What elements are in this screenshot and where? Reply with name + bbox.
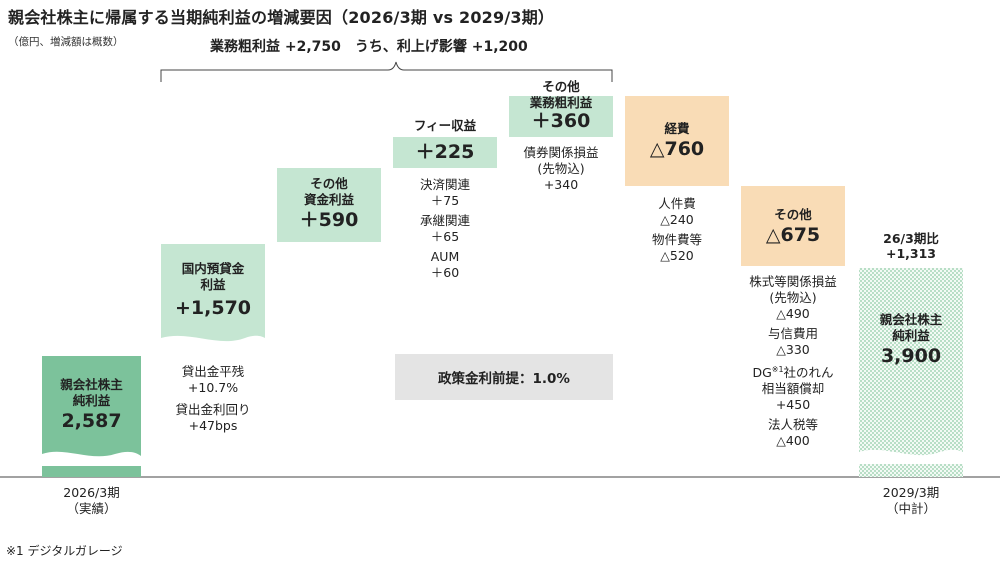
end-compare-1: 26/3期比 [883, 231, 939, 246]
bar-domestic [161, 244, 265, 354]
other-gross-sub-3: +340 [543, 177, 579, 192]
other-cost-sub-7: 相当額償却 [761, 381, 825, 397]
bar-other-interest [277, 168, 381, 242]
expenses-sub-2: △240 [660, 212, 694, 227]
axis-start-1: 2026/3期 [63, 485, 120, 500]
domestic-label-1: 国内預貸金 [181, 261, 245, 276]
bar-fee [393, 137, 497, 168]
domestic-sub-1: 貸出金平残 [181, 364, 245, 379]
bar-start-wave [42, 451, 141, 466]
other-interest-label-1: その他 [310, 176, 348, 191]
brace-label: 業務粗利益 +2,750 うち、利上げ影響 +1,200 [210, 39, 528, 55]
fee-sub-6: ＋60 [430, 265, 460, 280]
axis-start-2: （実績） [66, 501, 117, 516]
other-cost-sub-1: 株式等関係損益 [749, 274, 837, 289]
other-cost-sub-2: (先物込) [769, 290, 817, 305]
bar-end-wave [859, 449, 963, 464]
axis-end-2: （中計） [885, 501, 936, 516]
axis-end-1: 2029/3期 [882, 485, 940, 500]
other-cost-bar-label: その他 △675 [741, 207, 845, 247]
fee-breakdown: 決済関連 ＋75 承継関連 ＋65 AUM ＋60 [393, 177, 497, 281]
other-cost-sub-8: +450 [775, 397, 811, 413]
fee-label: フィー収益 [413, 118, 477, 133]
expenses-breakdown: 人件費 △240 物件費等 △520 [625, 196, 729, 264]
end-value: 3,900 [880, 345, 942, 367]
other-cost-sub-5: △330 [776, 342, 810, 357]
expenses-label: 経費 [664, 121, 690, 136]
bar-end [859, 268, 963, 477]
policy-rate-box: 政策金利前提：1.0% [395, 354, 613, 400]
other-cost-sub-10: △400 [776, 433, 810, 449]
gross-profit-brace [160, 61, 613, 82]
other-gross-label-1: その他 [542, 79, 580, 94]
expenses-value: △760 [649, 138, 705, 160]
bar-domestic-wave [161, 335, 265, 356]
start-value: 2,587 [61, 410, 122, 432]
other-interest-value: ＋590 [299, 209, 359, 231]
other-cost-sub-4: 与信費用 [767, 326, 818, 341]
fee-sub-3: 承継関連 [419, 213, 470, 228]
bar-other-gross [509, 96, 613, 137]
other-cost-sub-6: DG※1社のれん [736, 362, 850, 381]
other-gross-sub-1: 債券関係損益 [523, 145, 599, 160]
other-interest-bar-label: その他 資金利益 ＋590 [277, 176, 381, 232]
axis-label-start: 2026/3期 （実績） [42, 485, 141, 517]
other-gross-value: ＋360 [531, 110, 591, 132]
other-gross-breakdown: 債券関係損益 (先物込) +340 [509, 145, 613, 193]
domestic-label-2: 利益 [200, 277, 226, 292]
unit-note: （億円、増減額は概数） [8, 36, 124, 48]
other-gross-sub-2: (先物込) [537, 161, 585, 176]
fee-sub-2: ＋75 [430, 193, 460, 208]
end-compare: 26/3期比 +1,313 [859, 231, 963, 261]
dg-text: DG [752, 365, 772, 381]
fee-sub-1: 決済関連 [419, 177, 470, 192]
expenses-sub-1: 人件費 [658, 196, 696, 211]
other-cost-value: △675 [765, 224, 821, 246]
domestic-sub-2: +10.7% [187, 380, 239, 395]
expenses-sub-3: 物件費等 [651, 232, 702, 247]
chart-title: 親会社株主に帰属する当期純利益の増減要因（2026/3期 vs 2029/3期） [8, 8, 555, 27]
fee-value: ＋225 [415, 141, 475, 163]
fee-sub-4: ＋65 [430, 229, 460, 244]
domestic-breakdown: 貸出金平残 +10.7% 貸出金利回り +47bps [161, 364, 265, 434]
domestic-value: +1,570 [174, 297, 252, 319]
other-gross-label-2: 業務粗利益 [529, 95, 593, 110]
end-bar-label: 親会社株主 純利益 3,900 [859, 312, 963, 368]
other-cost-sub-3: △490 [776, 306, 810, 321]
fee-sub-5: AUM [430, 249, 460, 264]
end-label-1: 親会社株主 [879, 312, 943, 327]
other-cost-label: その他 [774, 207, 812, 222]
expenses-bar-label: 経費 △760 [625, 121, 729, 161]
domestic-sub-4: +47bps [188, 418, 238, 433]
start-bar-label: 親会社株主 純利益 2,587 [42, 377, 141, 433]
bar-expenses [625, 96, 729, 186]
other-cost-sub-9: 法人税等 [767, 417, 818, 433]
goodwill-text: 社のれん [783, 365, 834, 381]
end-label-2: 純利益 [892, 328, 930, 343]
expenses-sub-4: △520 [660, 248, 694, 263]
bar-other-cost [741, 186, 845, 266]
other-cost-breakdown: 株式等関係損益 (先物込) △490 与信費用 △330 DG※1社のれん 相当… [736, 274, 850, 449]
other-interest-label-2: 資金利益 [303, 192, 354, 207]
axis-label-end: 2029/3期 （中計） [859, 485, 963, 517]
footnote: ※1 デジタルガレージ [6, 544, 123, 558]
end-compare-2: +1,313 [885, 246, 936, 261]
start-label-2: 純利益 [72, 393, 111, 408]
other-gross-bar-label: その他 業務粗利益 ＋360 [509, 79, 613, 131]
footnote-mark: ※1 [771, 365, 784, 374]
domestic-sub-3: 貸出金利回り [175, 402, 251, 417]
domestic-bar-label: 国内預貸金 利益 +1,570 [161, 261, 265, 320]
start-label-1: 親会社株主 [60, 377, 123, 392]
